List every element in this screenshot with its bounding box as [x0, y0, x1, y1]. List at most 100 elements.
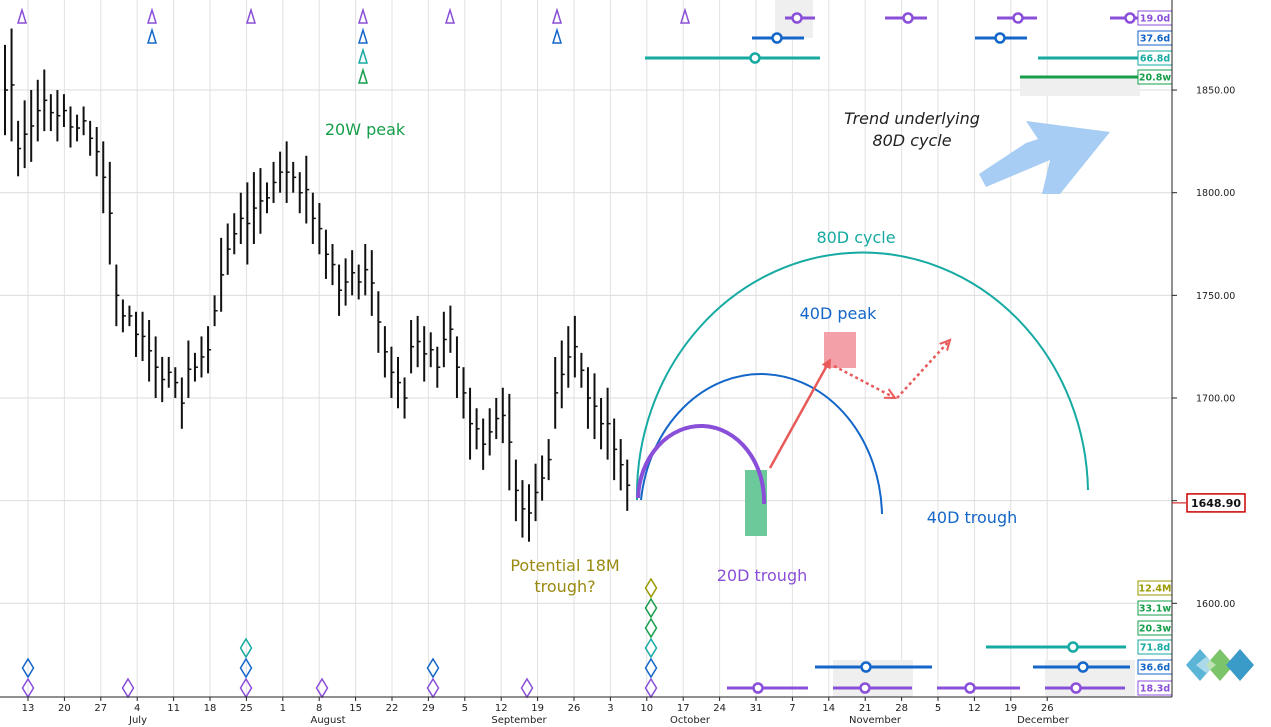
trough-diamond-marker [644, 657, 658, 679]
trend-arrow [979, 121, 1110, 194]
cycle-overlays: 19.0d 37.6d 66.8d 20.8w 12.4M 33.1w 20.3w 71.8d… [16, 7, 1173, 699]
trough-diamond-marker [644, 597, 658, 619]
label-trend-line2: 80D cycle [872, 131, 951, 150]
cycle-length-tag: 71.8d [1140, 643, 1170, 654]
peak-triangle-marker [551, 7, 563, 24]
x-tick-label: 12 [968, 703, 981, 714]
projection-arrow-up [768, 358, 832, 469]
trough-diamond-marker [426, 657, 440, 679]
grid-lines [0, 0, 1172, 697]
x-tick-label: 12 [495, 703, 508, 714]
x-tick-label: 20 [58, 703, 71, 714]
peak-triangle-marker [357, 27, 369, 44]
x-tick-label: 5 [462, 703, 468, 714]
trough-diamond-marker [315, 677, 329, 699]
phase-19d-marker [902, 12, 914, 24]
y-tick-label: 1700.00 [1196, 394, 1235, 405]
x-tick-label: 22 [386, 703, 399, 714]
arc-20d-cycle [636, 423, 767, 505]
label-18m-trough-line2: trough? [534, 577, 595, 596]
trough-diamond-marker [426, 677, 440, 699]
label-80d-cycle: 80D cycle [816, 228, 895, 247]
cycle-length-tag: 18.3d [1140, 684, 1170, 695]
shaded-band [1020, 76, 1140, 96]
cycle-length-tag: 66.8d [1140, 54, 1170, 65]
x-tick-label: 7 [789, 703, 795, 714]
trough-diamond-marker [21, 657, 35, 679]
month-label: October [670, 715, 711, 726]
x-tick-label: 29 [422, 703, 435, 714]
annotations: 20W peak Trend underlying 80D cycle 80D cyc… [325, 109, 1254, 681]
peak-triangle-marker [357, 47, 369, 64]
cycle-length-tag: 12.4M [1139, 584, 1172, 595]
x-tick-label: 19 [1004, 703, 1017, 714]
cycle-length-tag: 33.1w [1139, 604, 1171, 615]
cycle-length-tag: 36.6d [1140, 663, 1170, 674]
trough-diamond-marker [644, 637, 658, 659]
peak-triangle-marker [357, 67, 369, 84]
logo-shape [1226, 649, 1254, 681]
phase-66d-marker [749, 52, 761, 64]
peak-triangle-marker [679, 7, 691, 24]
trough-diamond-marker [644, 617, 658, 639]
x-tick-label: 21 [859, 703, 872, 714]
label-trend-line1: Trend underlying [844, 109, 980, 128]
cycle-length-tag: 37.6d [1140, 34, 1170, 45]
phase-37d-marker [771, 32, 783, 44]
phase-19d-marker [791, 12, 803, 24]
logo-shape [1206, 649, 1234, 681]
cycle-length-tag: 20.8w [1139, 73, 1171, 84]
logo-shape [1196, 657, 1216, 673]
last-price-label: 1648.90 [1191, 497, 1241, 510]
phase-71d-marker [1067, 641, 1079, 653]
peak-triangle-marker [16, 7, 28, 24]
x-tick-label: 10 [640, 703, 653, 714]
phase-18d-marker [752, 682, 764, 694]
axes: 1850.001800.001750.001700.001650.001600.… [0, 0, 1246, 726]
trough-diamond-marker [239, 637, 253, 659]
y-tick-label: 1750.00 [1196, 291, 1235, 302]
phase-18d-marker [1070, 682, 1082, 694]
peak-triangle-marker [245, 7, 257, 24]
phase-36d-marker [860, 661, 872, 673]
projection-arrow-down [833, 364, 895, 400]
phase-19d-marker [1124, 12, 1136, 24]
x-tick-label: 26 [568, 703, 581, 714]
arc-40d-cycle [640, 373, 883, 515]
peak-triangle-marker [146, 7, 158, 24]
y-tick-label: 1800.00 [1196, 188, 1235, 199]
phase-37d-marker [994, 32, 1006, 44]
y-tick-label: 1850.00 [1196, 86, 1235, 97]
phase-18d-marker [859, 682, 871, 694]
label-20d-trough: 20D trough [717, 566, 808, 585]
x-tick-label: 28 [895, 703, 908, 714]
x-tick-label: 5 [935, 703, 941, 714]
x-tick-label: 24 [713, 703, 726, 714]
month-label: September [491, 715, 547, 726]
x-tick-label: 8 [316, 703, 322, 714]
x-tick-label: 3 [607, 703, 613, 714]
trough-diamond-marker [121, 677, 135, 699]
x-tick-label: 17 [677, 703, 690, 714]
x-tick-label: 11 [167, 703, 180, 714]
x-tick-label: 25 [240, 703, 253, 714]
x-tick-label: 4 [134, 703, 140, 714]
x-tick-label: 26 [1041, 703, 1054, 714]
trough-diamond-marker [520, 677, 534, 699]
month-label: November [849, 715, 902, 726]
label-18m-trough-line1: Potential 18M [510, 556, 619, 575]
last-price-box [1186, 493, 1246, 513]
phase-19d-marker [1012, 12, 1024, 24]
label-20w-peak: 20W peak [325, 120, 406, 139]
cycle-length-tag: 19.0d [1140, 14, 1170, 25]
x-tick-label: 15 [349, 703, 362, 714]
label-40d-peak: 40D peak [800, 304, 878, 323]
brand-logo [1186, 649, 1254, 681]
price-bars [4, 28, 631, 542]
phase-36d-marker [1077, 661, 1089, 673]
trough-diamond-marker [644, 577, 658, 599]
x-tick-label: 13 [22, 703, 35, 714]
month-label: December [1017, 715, 1070, 726]
x-tick-label: 27 [94, 703, 107, 714]
